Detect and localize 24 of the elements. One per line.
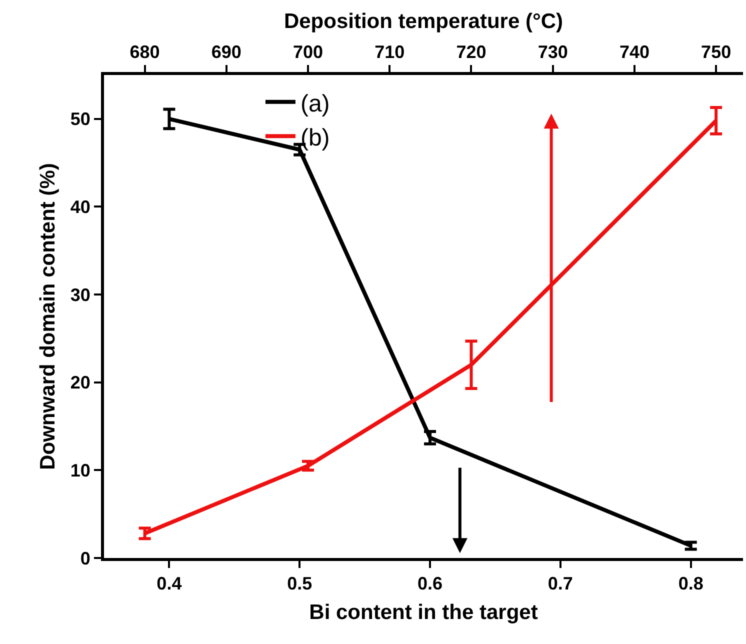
y-axis-title: Downward domain content (%): [36, 163, 60, 470]
y-tick-label: 30: [70, 284, 90, 305]
y-tick-label: 40: [70, 197, 90, 218]
y-tick-label: 10: [70, 460, 90, 480]
x2-axis-title: Deposition temperature (°C): [284, 10, 564, 33]
y-tick-label: 0: [80, 548, 90, 568]
x2-tick-label: 680: [130, 42, 160, 62]
legend-label: (a): [300, 90, 330, 118]
x-tick-label: 0.4: [156, 574, 182, 594]
y-tick-label: 20: [70, 372, 90, 393]
x2-tick-label: 730: [538, 42, 568, 62]
x2-tick-label: 690: [211, 42, 242, 62]
x-tick-label: 0.6: [418, 574, 443, 594]
y-tick-label: 50: [70, 109, 90, 130]
x2-tick-label: 700: [292, 42, 324, 62]
x2-tick-label: 740: [619, 42, 650, 62]
x-tick-label: 0.8: [678, 574, 704, 594]
x-tick-label: 0.5: [287, 574, 312, 594]
legend-label: (b): [300, 124, 330, 152]
x2-tick-label: 720: [456, 42, 486, 62]
x2-tick-label: 710: [374, 42, 405, 62]
x-axis-title: Bi content in the target: [309, 600, 538, 624]
x2-tick-label: 750: [701, 42, 732, 62]
x-tick-label: 0.7: [548, 574, 573, 594]
